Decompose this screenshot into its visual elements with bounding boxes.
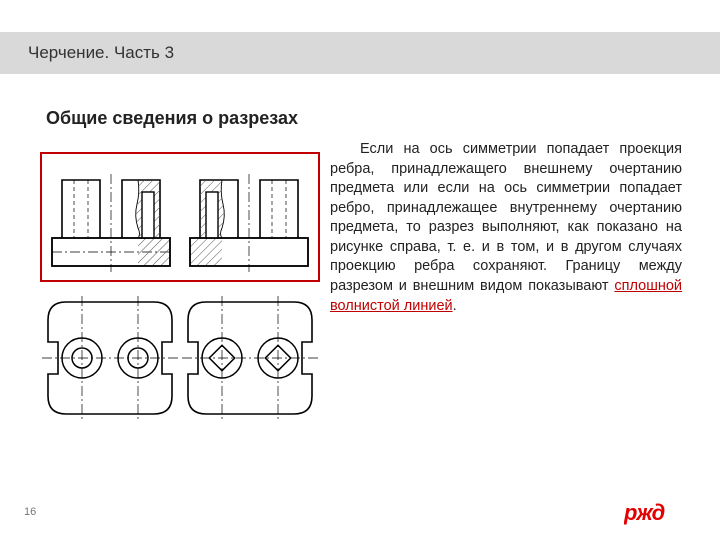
section-views-svg [42, 154, 318, 280]
body-paragraph: Если на ось симметрии попадает проекция … [330, 140, 682, 316]
top-views-svg [40, 292, 320, 432]
rzd-logo: pжд [624, 498, 694, 528]
header-title: Черчение. Часть 3 [28, 43, 174, 63]
header-bar: Черчение. Часть 3 [0, 32, 720, 74]
highlight-frame [40, 152, 320, 282]
technical-drawings [40, 152, 322, 432]
body-pre: Если на ось симметрии попадает проекция … [330, 141, 682, 294]
body-post: . [453, 298, 457, 314]
section-subtitle: Общие сведения о разрезах [46, 108, 298, 129]
page-number: 16 [24, 506, 36, 518]
svg-text:pжд: pжд [624, 500, 665, 525]
